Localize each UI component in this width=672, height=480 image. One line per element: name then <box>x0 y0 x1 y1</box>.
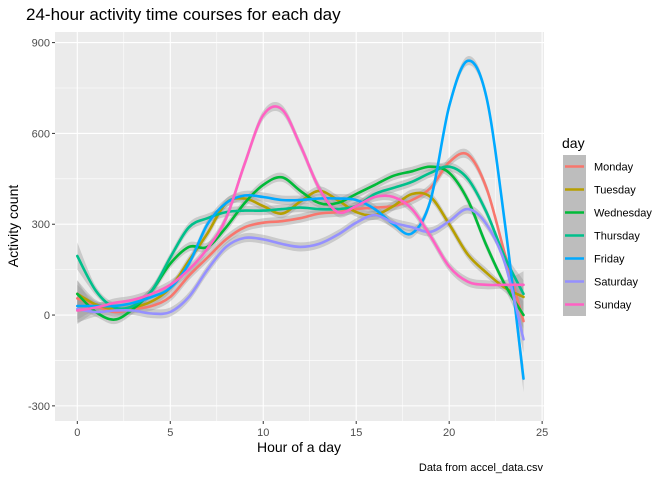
x-tick-label: 5 <box>167 427 173 439</box>
legend-label-friday: Friday <box>594 254 625 266</box>
legend-label-monday: Monday <box>594 162 634 174</box>
series-line-tuesday <box>76 189 525 311</box>
x-tick-label: 15 <box>350 427 362 439</box>
legend-item-saturday: Saturday <box>563 270 639 293</box>
x-axis-label: Hour of a day <box>257 439 341 455</box>
legend-item-wednesday: Wednesday <box>563 201 652 224</box>
plot-panel <box>55 32 544 421</box>
chart-caption: Data from accel_data.csv <box>419 462 544 474</box>
x-tick-label: 0 <box>74 427 80 439</box>
x-tick-label: 20 <box>443 427 455 439</box>
y-tick-label: 600 <box>32 128 50 140</box>
y-axis-label: Activity count <box>5 185 21 268</box>
legend: Monday Tuesday Wednesday Thursday Friday Satu… <box>563 155 652 316</box>
series-line-saturday <box>76 207 525 341</box>
legend-item-friday: Friday <box>563 247 625 270</box>
legend-title: day <box>562 135 585 151</box>
y-tick-label: 900 <box>32 38 50 50</box>
x-tick-label: 25 <box>536 427 548 439</box>
ribbon-monday <box>77 148 524 335</box>
series-lines <box>76 59 525 380</box>
ribbon-wednesday <box>77 162 524 329</box>
legend-label-thursday: Thursday <box>594 231 640 243</box>
x-tick-label: 10 <box>257 427 269 439</box>
y-axis: -300 0 300 600 900 <box>28 38 55 413</box>
legend-label-saturday: Saturday <box>594 277 639 289</box>
legend-label-wednesday: Wednesday <box>594 208 652 220</box>
y-tick-label: -300 <box>28 401 50 413</box>
legend-label-sunday: Sunday <box>594 300 632 312</box>
x-axis: 0 5 10 15 20 25 <box>74 421 548 439</box>
legend-item-tuesday: Tuesday <box>563 178 636 201</box>
y-tick-label: 300 <box>32 219 50 231</box>
legend-item-monday: Monday <box>563 155 634 178</box>
chart-title: 24-hour activity time courses for each d… <box>26 5 341 24</box>
minor-gridlines <box>55 32 544 421</box>
series-line-thursday <box>76 165 525 311</box>
series-line-monday <box>76 151 525 323</box>
y-tick-label: 0 <box>44 310 50 322</box>
legend-label-tuesday: Tuesday <box>594 185 636 197</box>
legend-item-sunday: Sunday <box>563 293 632 316</box>
ribbon-saturday <box>77 204 524 353</box>
series-line-sunday <box>76 105 525 312</box>
legend-item-thursday: Thursday <box>563 224 640 247</box>
series-line-friday <box>76 59 525 380</box>
